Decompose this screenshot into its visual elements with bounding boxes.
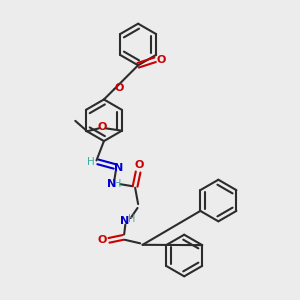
Text: H: H [87,157,95,167]
Text: O: O [157,55,166,65]
Text: O: O [98,122,107,132]
Text: O: O [135,160,144,170]
Text: N: N [120,216,129,226]
Text: N: N [107,179,116,189]
Text: N: N [114,163,123,173]
Text: O: O [115,83,124,93]
Text: H: H [128,214,135,224]
Text: O: O [98,236,107,245]
Text: H: H [114,179,122,189]
